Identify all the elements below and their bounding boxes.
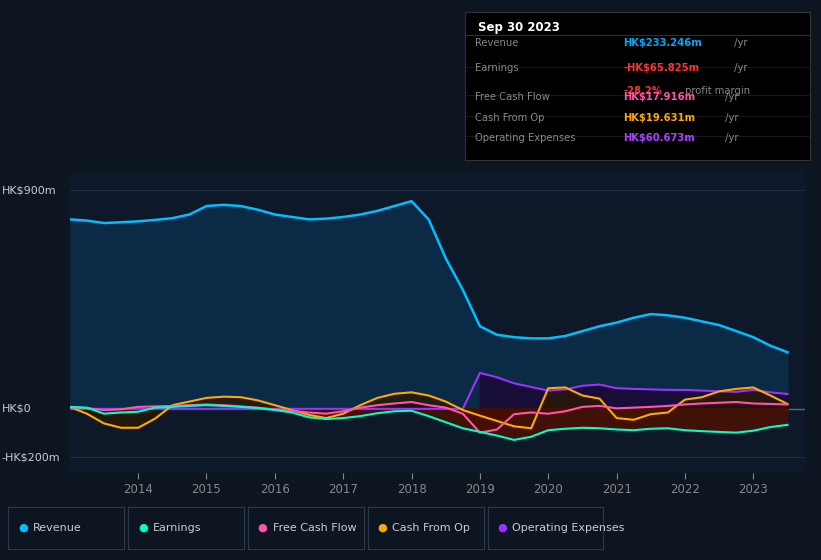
Text: HK$60.673m: HK$60.673m bbox=[623, 133, 695, 143]
Text: Sep 30 2023: Sep 30 2023 bbox=[479, 21, 561, 34]
Text: HK$233.246m: HK$233.246m bbox=[623, 39, 702, 49]
Text: /yr: /yr bbox=[732, 63, 748, 73]
Text: /yr: /yr bbox=[722, 113, 738, 123]
Text: Revenue: Revenue bbox=[33, 523, 81, 533]
Text: Operating Expenses: Operating Expenses bbox=[512, 523, 625, 533]
Text: Revenue: Revenue bbox=[475, 39, 518, 49]
Text: profit margin: profit margin bbox=[682, 86, 750, 96]
Text: HK$19.631m: HK$19.631m bbox=[623, 113, 695, 123]
Text: ●: ● bbox=[498, 523, 507, 533]
Text: ●: ● bbox=[378, 523, 388, 533]
Text: -28.2%: -28.2% bbox=[623, 86, 663, 96]
Text: ●: ● bbox=[18, 523, 28, 533]
Text: Cash From Op: Cash From Op bbox=[392, 523, 470, 533]
Text: Earnings: Earnings bbox=[475, 63, 519, 73]
Text: Free Cash Flow: Free Cash Flow bbox=[273, 523, 356, 533]
Text: /yr: /yr bbox=[732, 39, 748, 49]
Text: Cash From Op: Cash From Op bbox=[475, 113, 544, 123]
Text: HK$900m: HK$900m bbox=[2, 185, 57, 195]
Text: HK$17.916m: HK$17.916m bbox=[623, 92, 695, 102]
Text: -HK$200m: -HK$200m bbox=[2, 452, 60, 463]
Text: Earnings: Earnings bbox=[153, 523, 201, 533]
Text: ●: ● bbox=[258, 523, 268, 533]
Text: Free Cash Flow: Free Cash Flow bbox=[475, 92, 550, 102]
Text: /yr: /yr bbox=[722, 92, 738, 102]
Text: /yr: /yr bbox=[722, 133, 738, 143]
Text: HK$0: HK$0 bbox=[2, 404, 31, 414]
Text: Operating Expenses: Operating Expenses bbox=[475, 133, 576, 143]
Text: -HK$65.825m: -HK$65.825m bbox=[623, 63, 699, 73]
Text: ●: ● bbox=[138, 523, 148, 533]
